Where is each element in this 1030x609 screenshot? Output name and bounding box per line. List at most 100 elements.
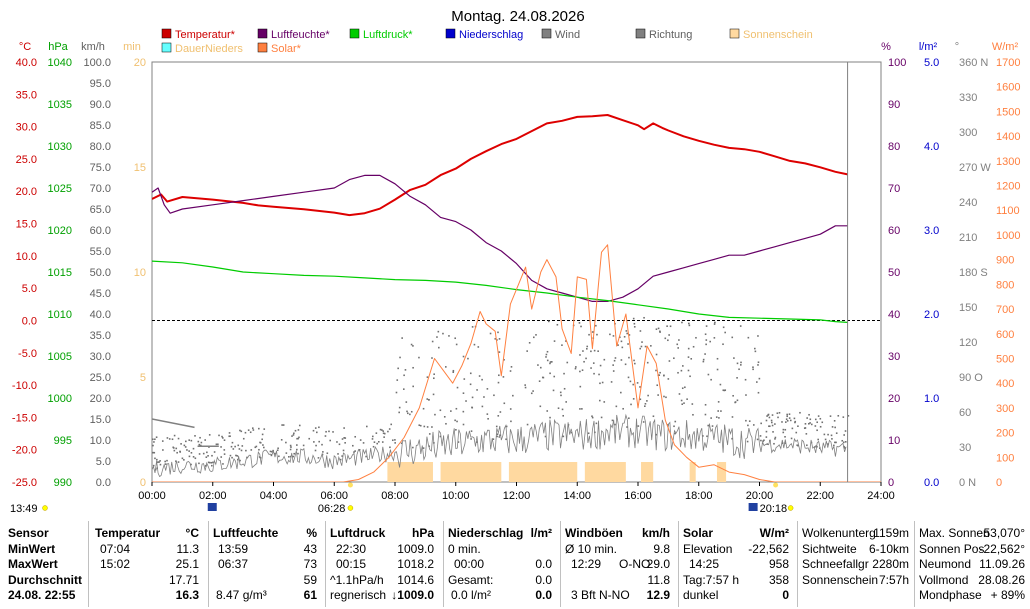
wind-gust-dot: [454, 337, 457, 340]
direction-tick-label: 60: [959, 407, 971, 419]
wind-gust-dot: [821, 421, 824, 424]
temp-tick-label: 10.0: [16, 251, 37, 263]
wind-gust-dot: [396, 379, 399, 381]
wind-gust-dot: [705, 343, 707, 346]
wind-gust-dot: [502, 376, 505, 378]
wind-gust-dot: [829, 415, 832, 417]
sunshine-bar: [584, 462, 626, 482]
wind-gust-dot: [497, 381, 500, 384]
sun-tick-label: 0: [140, 477, 146, 489]
humidity-tick-label: 90: [888, 99, 900, 111]
moon-row4-label: Vollmond: [919, 572, 969, 587]
wind-gust-dot: [646, 400, 648, 402]
wind-gust-dot: [213, 451, 216, 453]
wind-gust-dot: [734, 401, 737, 403]
wind-gust-dot: [434, 413, 436, 416]
x-tick-label: 20:00: [746, 490, 774, 502]
wind-gust-dot: [771, 421, 773, 424]
sun-icon: [42, 505, 48, 511]
wind-gust-dot: [627, 343, 629, 345]
x-tick-label: 02:00: [199, 490, 227, 502]
wind-gust-dot: [774, 423, 776, 425]
wind-gust-dot: [731, 416, 734, 418]
wind-gust-dot: [799, 411, 801, 414]
wind-gust-dot: [194, 435, 196, 437]
temp-tick-label: 0.0: [22, 315, 37, 327]
table-cloud-column: Wolkenunterg 1159m Sichtweite 6-10km Schne…: [802, 526, 911, 588]
wind-gust-dot: [652, 415, 655, 418]
wind-gust-dot: [242, 437, 245, 440]
temp-tick-label: -10.0: [12, 380, 37, 392]
wind-gust-dot: [290, 446, 292, 448]
wind-gust-dot: [204, 439, 206, 441]
wind-gust-dot: [528, 342, 531, 344]
humidity-tick-label: 10: [888, 435, 900, 447]
solar-unit-label: W/m²: [992, 41, 1019, 53]
rain-row2-label: 00:00: [454, 557, 485, 571]
wind-gust-dot: [400, 442, 403, 445]
solar-tick-label: 200: [996, 428, 1014, 440]
wind-tick-label: 30.0: [90, 351, 111, 363]
wind-gust-dot: [668, 360, 671, 362]
wind-gust-dot: [680, 399, 683, 402]
wind-gust-dot: [154, 457, 156, 460]
humidity-header: Luftfeuchte: [213, 526, 279, 540]
wind-gust-dot: [597, 350, 599, 352]
wind-gust-dot: [220, 456, 223, 458]
wind-gust-dot: [819, 425, 822, 428]
wind-gust-dot: [403, 374, 405, 377]
wind-gust-dot: [816, 429, 818, 432]
wind-gust-dot: [843, 434, 845, 436]
wind-gust-dot: [412, 366, 414, 369]
wind-tick-label: 60.0: [90, 225, 111, 237]
wind-gust-dot: [632, 398, 635, 400]
wind-tick-label: 85.0: [90, 120, 111, 132]
wind-gust-dot: [833, 444, 835, 447]
wind-gust-dot: [695, 336, 697, 339]
wind-gust-dot: [188, 439, 191, 441]
wind-gust-dot: [655, 353, 658, 356]
wind-gust-dot: [673, 425, 675, 428]
moon-row3-label: Neumond: [919, 557, 972, 571]
wind-gust-dot: [455, 343, 458, 346]
temperature-min: 11.3: [176, 541, 199, 556]
temp-tick-label: 35.0: [16, 89, 37, 101]
pressure-tick-label: 1020: [48, 225, 72, 237]
wind-gust-dot: [537, 364, 539, 366]
wind-gust-dot: [740, 361, 742, 364]
solar-tick-label: 1500: [996, 106, 1020, 118]
legend-label: Luftfeuchte*: [271, 29, 330, 41]
wind-gust-dot: [765, 436, 768, 438]
wind-gust-dot: [398, 406, 401, 409]
wind-gust-dot: [317, 457, 320, 459]
wind-gust-dot: [477, 346, 480, 348]
wind-gust-dot: [328, 430, 330, 433]
wind-gust-dot: [717, 401, 720, 403]
solar-tick-label: 1400: [996, 131, 1020, 143]
moonrise-time-label: 13:49: [10, 503, 38, 515]
wind-gust-dot: [549, 362, 551, 365]
wind-gust-dot: [561, 408, 564, 411]
wind-gust-dot: [731, 336, 734, 339]
wind-gust-dot: [736, 399, 739, 402]
wind-gust-dot: [663, 395, 665, 398]
wind-gust-dot: [583, 360, 585, 363]
temperature-header: Temperatur: [95, 526, 161, 540]
wind-gust-dot: [774, 438, 776, 440]
wind-gust-dot: [760, 439, 762, 442]
wind-gust-dot: [432, 393, 435, 396]
wind-gust-dot: [159, 460, 161, 462]
solar-tick-label: 1200: [996, 181, 1020, 193]
cloud-row1-label: Wolkenunterg: [802, 526, 876, 540]
wind-gust-dot: [667, 378, 670, 380]
wind-gust-dot: [647, 394, 649, 397]
wind-gust-dot: [768, 416, 771, 419]
solar-tick-label: 100: [996, 452, 1014, 464]
rain-tick-label: 1.0: [924, 393, 939, 405]
pressure-tick-label: 995: [54, 435, 72, 447]
plot-frame: [151, 61, 882, 483]
wind-gust-dot: [399, 356, 401, 359]
wind-gust-dot: [503, 358, 505, 361]
wind-gust-dot: [469, 372, 472, 375]
rain-unit-label: l/m²: [919, 41, 938, 53]
